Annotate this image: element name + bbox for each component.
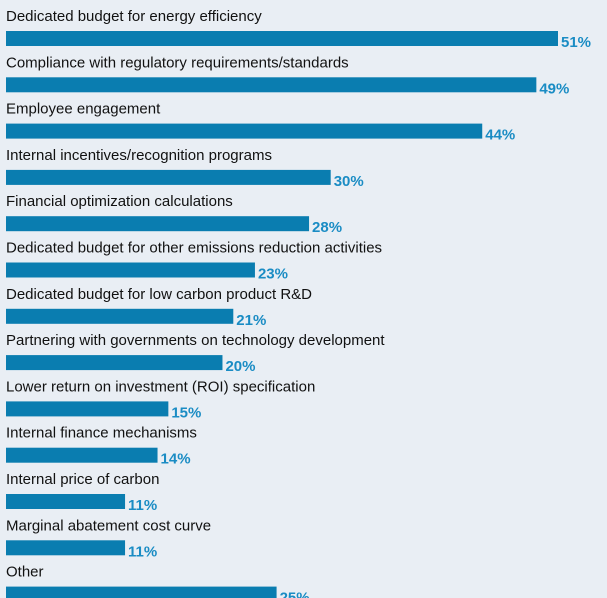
value-label: 25% [280,590,310,598]
value-label: 23% [258,265,288,282]
bar [6,216,310,232]
category-label: Employee engagement [6,101,161,118]
bar [6,308,234,324]
category-label: Dedicated budget for other emissions red… [6,239,382,256]
category-label: Internal price of carbon [6,471,159,488]
value-label: 20% [225,358,255,375]
value-label: 49% [539,80,569,97]
bar [6,31,558,46]
value-label: 14% [161,451,191,468]
bar [6,401,169,417]
bar [6,447,158,463]
bar [6,77,537,93]
value-label: 11% [128,543,157,560]
category-label: Dedicated budget for low carbon product … [6,286,312,303]
bar [6,123,483,139]
value-label: 30% [334,173,364,190]
value-label: 15% [171,404,201,421]
value-label: 11% [128,497,157,514]
bar [6,540,126,556]
bar [6,355,223,371]
category-label: Financial optimization calculations [6,193,233,210]
value-label: 44% [485,127,515,144]
category-label: Lower return on investment (ROI) specifi… [6,378,315,395]
category-label: Internal finance mechanisms [6,425,197,442]
bar [6,494,126,509]
value-label: 28% [312,219,342,236]
value-label: 51% [561,34,591,51]
bar [6,262,255,278]
value-label: 21% [236,312,266,329]
category-label: Compliance with regulatory requirements/… [6,54,349,71]
category-label: Marginal abatement cost curve [6,517,211,534]
category-label: Other [6,564,44,581]
category-label: Internal incentives/recognition programs [6,147,272,164]
bar [6,169,331,185]
category-label: Partnering with governments on technolog… [6,332,385,349]
category-label: Dedicated budget for energy efficiency [6,8,262,25]
bar [6,586,277,598]
